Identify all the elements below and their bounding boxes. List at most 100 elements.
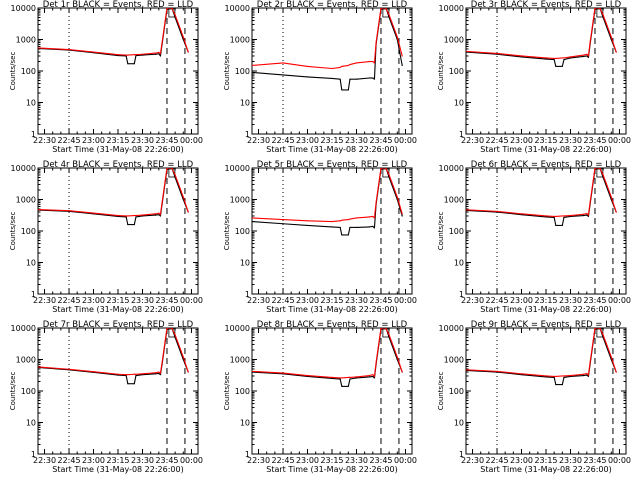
data-point	[554, 58, 555, 59]
data-point	[496, 371, 497, 372]
y-tick-label: 10000	[439, 164, 464, 173]
series-segment	[332, 221, 340, 222]
data-point	[356, 79, 357, 80]
data-point	[374, 376, 375, 377]
data-point	[155, 53, 156, 54]
x-tick-label: 23:00	[296, 456, 319, 465]
data-point	[372, 374, 373, 375]
x-axis-label: Start Time (31-May-08 22:26:00)	[266, 145, 397, 154]
x-axis-label: Start Time (31-May-08 22:26:00)	[266, 465, 397, 474]
data-point	[160, 53, 161, 54]
data-point	[562, 57, 563, 58]
x-axis-label: Start Time (31-May-08 22:26:00)	[480, 305, 611, 314]
data-point	[555, 58, 556, 59]
plot-frame	[252, 168, 412, 294]
y-tick-label: 10	[454, 99, 464, 108]
y-tick-label: 10000	[439, 324, 464, 333]
panel-det-6: Det 6r BLACK = Events, RED = LLD11010010…	[437, 160, 631, 314]
data-point	[282, 62, 283, 63]
data-point	[348, 377, 349, 378]
x-tick-label: 22:30	[247, 136, 270, 145]
data-point	[375, 202, 376, 203]
x-tick-label: 23:45	[369, 136, 392, 145]
x-tick-label: 23:00	[296, 136, 319, 145]
series-segment	[342, 377, 349, 378]
x-tick-label: 22:45	[485, 136, 508, 145]
data-point	[369, 375, 370, 376]
data-point	[307, 76, 308, 77]
data-point	[389, 14, 390, 15]
y-axis-label: Counts/sec	[437, 372, 445, 411]
data-point	[611, 36, 612, 37]
series-segment	[252, 222, 283, 224]
y-tick-label: 1000	[444, 36, 464, 45]
x-tick-label: 22:30	[461, 296, 484, 305]
data-point	[282, 223, 283, 224]
series-segment	[603, 337, 611, 359]
series-events	[251, 7, 402, 90]
data-point	[563, 377, 564, 378]
data-point	[570, 215, 571, 216]
series-segment	[546, 377, 554, 378]
y-tick-label: 10	[26, 419, 36, 428]
data-point	[603, 174, 604, 175]
data-point	[555, 66, 556, 67]
data-point	[562, 66, 563, 67]
series-segment	[283, 224, 307, 226]
series-segment	[397, 197, 402, 214]
series-segment	[340, 227, 342, 235]
x-tick-label: 23:45	[369, 296, 392, 305]
data-point	[349, 377, 350, 378]
data-point	[340, 79, 341, 80]
series-segment	[564, 216, 571, 217]
x-tick-label: 00:00	[608, 456, 631, 465]
data-point	[158, 213, 159, 214]
data-point	[117, 215, 118, 216]
series-segment	[554, 377, 556, 384]
x-tick-label: 23:30	[131, 456, 154, 465]
x-tick-label: 22:30	[461, 136, 484, 145]
series-segment	[389, 17, 397, 39]
series-segment	[332, 67, 340, 68]
data-point	[389, 174, 390, 175]
data-point	[372, 376, 373, 377]
x-tick-label: 23:00	[510, 296, 533, 305]
data-point	[160, 214, 161, 215]
data-point	[340, 67, 341, 68]
series-segment	[590, 8, 595, 43]
x-axis-label: Start Time (31-May-08 22:26:00)	[266, 305, 397, 314]
data-point	[175, 14, 176, 15]
data-point	[563, 215, 564, 216]
data-point	[188, 51, 189, 52]
panel-det-2: Det 2r BLACK = Events, RED = LLD11010010…	[223, 0, 417, 154]
x-tick-label: 23:15	[320, 296, 343, 305]
data-point	[555, 384, 556, 385]
panel-det-5: Det 5r BLACK = Events, RED = LLD11010010…	[223, 160, 417, 314]
data-point	[374, 62, 375, 63]
series-segment	[556, 58, 563, 59]
data-point	[589, 202, 590, 203]
y-tick-label: 1000	[444, 196, 464, 205]
series-segment	[350, 218, 357, 219]
data-point	[374, 217, 375, 218]
data-point	[155, 54, 156, 55]
data-point	[340, 227, 341, 228]
data-point	[372, 61, 373, 62]
x-tick-label: 00:00	[608, 136, 631, 145]
data-point	[341, 386, 342, 387]
x-tick-label: 23:15	[320, 136, 343, 145]
data-point	[160, 55, 161, 56]
x-tick-label: 22:45	[57, 296, 80, 305]
data-point	[348, 89, 349, 90]
series-segment	[350, 377, 357, 378]
data-point	[374, 377, 375, 378]
x-tick-label: 23:30	[559, 456, 582, 465]
y-tick-label: 10	[26, 99, 36, 108]
data-point	[307, 66, 308, 67]
y-tick-label: 10	[454, 259, 464, 268]
x-tick-label: 23:00	[82, 136, 105, 145]
data-point	[142, 54, 143, 55]
data-point	[402, 55, 403, 56]
data-point	[356, 217, 357, 218]
series-segment	[348, 379, 350, 386]
